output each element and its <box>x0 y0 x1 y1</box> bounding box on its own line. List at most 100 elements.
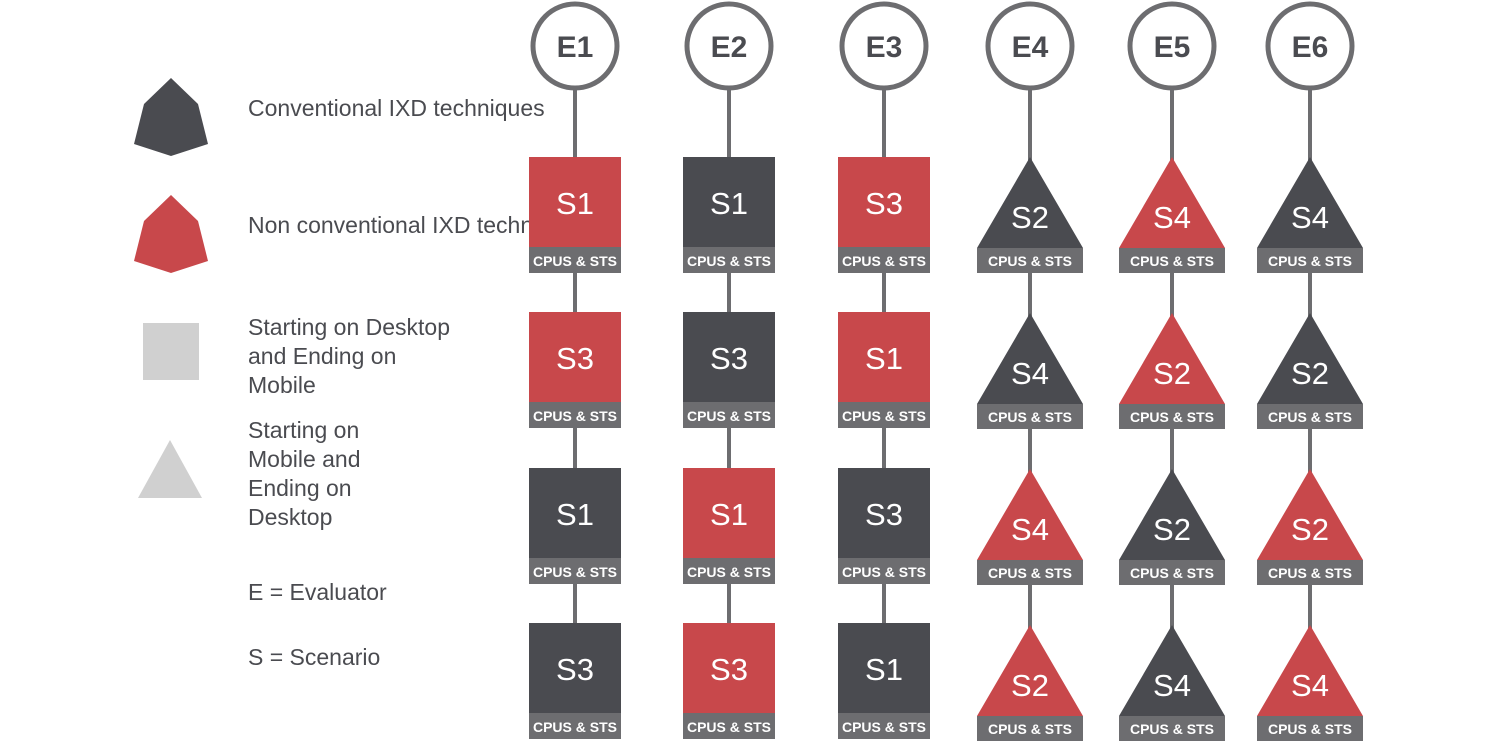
scenario-triangle <box>977 625 1083 716</box>
step-caption: CPUS & STS <box>533 564 617 580</box>
scenario-triangle <box>1119 625 1225 716</box>
scenario-label: S1 <box>710 186 748 221</box>
evaluator-circle <box>839 1 929 91</box>
step-caption: CPUS & STS <box>1268 409 1352 425</box>
label-bar <box>838 713 930 739</box>
step-caption: CPUS & STS <box>1268 565 1352 581</box>
evaluator-label: E2 <box>711 31 748 64</box>
label-bar <box>1119 560 1225 585</box>
non-conventional-technique-shape <box>134 195 208 273</box>
step-caption: CPUS & STS <box>1268 253 1352 269</box>
evaluator-label: E6 <box>1292 31 1329 64</box>
scenario-label: S2 <box>1153 512 1191 547</box>
step-caption: CPUS & STS <box>842 408 926 424</box>
legend-evaluator-key: E = Evaluator <box>248 579 387 605</box>
legend-mobile-to-desktop-label: Starting on Mobile and Ending on Desktop <box>248 417 361 530</box>
mobile-to-desktop-triangle-icon <box>138 440 202 498</box>
label-bar <box>529 558 621 584</box>
scenario-square <box>529 312 621 404</box>
label-bar <box>529 247 621 273</box>
scenario-square <box>838 157 930 249</box>
step-caption: CPUS & STS <box>533 408 617 424</box>
scenario-label: S1 <box>865 341 903 376</box>
scenario-triangle <box>1257 313 1363 404</box>
scenario-label: S1 <box>556 186 594 221</box>
mobile-to-desktop-triangle-shape <box>138 440 202 498</box>
label-bar <box>683 402 775 428</box>
scenario-square <box>683 312 775 404</box>
step-caption: CPUS & STS <box>842 253 926 269</box>
scenario-label: S1 <box>710 497 748 532</box>
scenario-label: S3 <box>710 652 748 687</box>
label-bar <box>838 247 930 273</box>
label-bar <box>838 402 930 428</box>
conventional-technique-shape <box>134 78 208 156</box>
scenario-triangle <box>1119 157 1225 248</box>
label-bar <box>1257 248 1363 273</box>
scenario-triangle <box>1119 313 1225 404</box>
label-bar <box>1257 716 1363 741</box>
evaluator-circle <box>530 1 620 91</box>
scenario-label: S3 <box>865 497 903 532</box>
step-caption: CPUS & STS <box>687 719 771 735</box>
label-bar <box>1119 716 1225 741</box>
scenario-triangle <box>977 469 1083 560</box>
label-bar <box>1257 404 1363 429</box>
scenario-triangle <box>1257 157 1363 248</box>
evaluator-label: E1 <box>557 31 594 64</box>
scenario-label: S3 <box>556 652 594 687</box>
label-bar <box>977 716 1083 741</box>
scenario-square <box>838 468 930 560</box>
evaluator-label: E5 <box>1154 31 1191 64</box>
step-caption: CPUS & STS <box>533 719 617 735</box>
conventional-technique-icon <box>134 78 208 156</box>
scenario-label: S4 <box>1291 200 1329 235</box>
step-caption: CPUS & STS <box>533 253 617 269</box>
label-bar <box>1119 248 1225 273</box>
scenario-square <box>529 623 621 715</box>
label-bar <box>838 558 930 584</box>
scenario-square <box>529 468 621 560</box>
label-bar <box>1119 404 1225 429</box>
scenario-label: S3 <box>556 341 594 376</box>
label-bar <box>977 560 1083 585</box>
step-caption: CPUS & STS <box>1130 253 1214 269</box>
evaluator-label: E3 <box>866 31 903 64</box>
label-bar <box>683 713 775 739</box>
step-caption: CPUS & STS <box>1130 721 1214 737</box>
scenario-label: S1 <box>556 497 594 532</box>
scenario-label: S2 <box>1011 200 1049 235</box>
evaluator-circle <box>684 1 774 91</box>
evaluator-circle <box>1265 1 1355 91</box>
evaluator-label: E4 <box>1012 31 1049 64</box>
label-bar <box>529 713 621 739</box>
scenario-triangle <box>977 313 1083 404</box>
scenario-label: S4 <box>1153 200 1191 235</box>
legend-scenario-key: S = Scenario <box>248 644 381 670</box>
scenario-triangle <box>1257 625 1363 716</box>
scenario-label: S1 <box>865 652 903 687</box>
scenario-label: S2 <box>1291 356 1329 391</box>
step-caption: CPUS & STS <box>842 564 926 580</box>
step-caption: CPUS & STS <box>687 564 771 580</box>
scenario-square <box>838 312 930 404</box>
scenario-triangle <box>977 157 1083 248</box>
step-caption: CPUS & STS <box>687 408 771 424</box>
non-conventional-technique-icon <box>134 195 208 273</box>
label-bar <box>1257 560 1363 585</box>
scenario-label: S4 <box>1291 668 1329 703</box>
scenario-label: S2 <box>1011 668 1049 703</box>
legend-conventional-label: Conventional IXD techniques <box>248 95 545 121</box>
label-bar <box>977 248 1083 273</box>
scenario-square <box>838 623 930 715</box>
scenario-label: S2 <box>1153 356 1191 391</box>
scenario-square <box>683 157 775 249</box>
step-caption: CPUS & STS <box>988 409 1072 425</box>
scenario-square <box>683 623 775 715</box>
step-caption: CPUS & STS <box>988 721 1072 737</box>
evaluator-circle <box>1127 1 1217 91</box>
scenario-triangle <box>1119 469 1225 560</box>
scenario-label: S3 <box>865 186 903 221</box>
scenario-label: S2 <box>1291 512 1329 547</box>
evaluator-circle <box>985 1 1075 91</box>
